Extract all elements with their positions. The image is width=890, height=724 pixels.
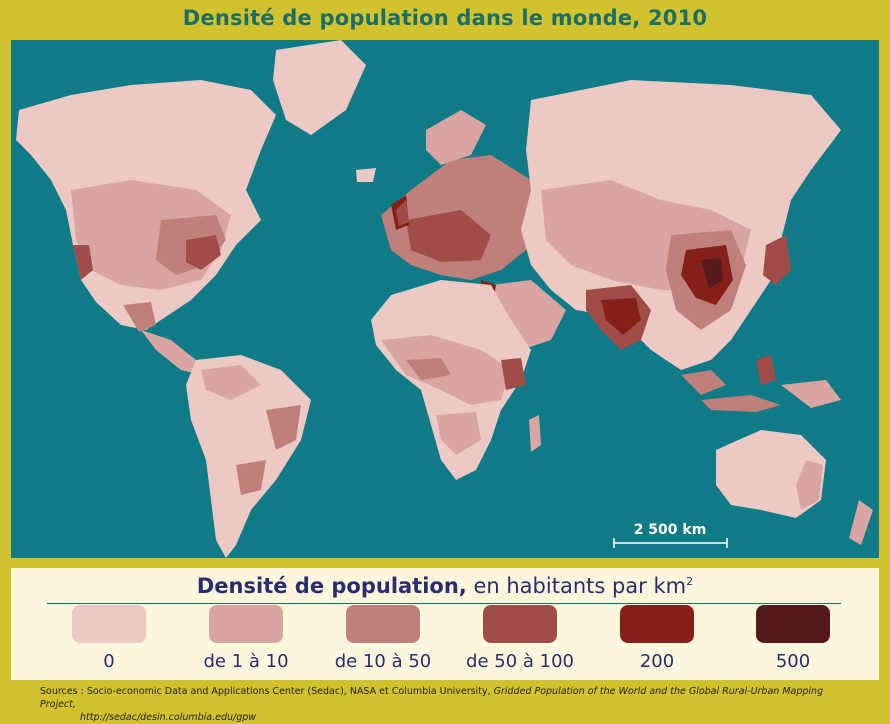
australia [716, 430, 873, 545]
legend-swatch [620, 605, 694, 643]
sources-text: Sources : Socio-economic Data and Applic… [40, 686, 491, 697]
southeast-asia [681, 355, 841, 412]
legend-title-unit: en habitants par km2 [473, 574, 693, 598]
europe [381, 110, 541, 280]
legend-classes: 0 de 1 à 10 de 10 à 50 de 50 à 100 200 5… [47, 605, 841, 677]
legend-divider [47, 603, 841, 604]
legend-swatch [346, 605, 420, 643]
legend-swatch [209, 605, 283, 643]
legend-label: 200 [639, 651, 675, 672]
legend-title-rest: en habitants par km [473, 574, 687, 598]
legend-class-0: 0 [41, 605, 177, 672]
legend-title: Densité de population, en habitants par … [11, 574, 879, 598]
sources-url: http://sedac/desin.columbia.edu/gpw [80, 712, 257, 723]
islands [356, 168, 409, 226]
sources-italic: Gridded Population of the World and the … [40, 686, 824, 710]
legend-label: de 1 à 10 [203, 651, 289, 672]
asia [481, 80, 841, 370]
scale-bar: 2 500 km [613, 522, 728, 548]
legend-class-2: de 10 à 50 [315, 605, 451, 672]
north-america [16, 40, 366, 375]
legend-title-bold: Densité de population, [196, 574, 467, 598]
legend-class-4: 200 [589, 605, 725, 672]
legend-title-sup: 2 [686, 575, 694, 588]
legend-swatch [483, 605, 557, 643]
legend: Densité de population, en habitants par … [11, 568, 879, 680]
legend-class-1: de 1 à 10 [178, 605, 314, 672]
legend-class-3: de 50 à 100 [452, 605, 588, 672]
legend-class-5: 500 [725, 605, 861, 672]
legend-label: de 50 à 100 [466, 651, 574, 672]
legend-label: 0 [103, 651, 115, 672]
south-america [186, 355, 311, 558]
world-map-svg: 2 500 km [16, 40, 873, 558]
legend-swatch [756, 605, 830, 643]
legend-label: 500 [775, 651, 811, 672]
legend-label: de 10 à 50 [334, 651, 432, 672]
legend-swatch [72, 605, 146, 643]
sources-note: Sources : Socio-economic Data and Applic… [40, 685, 860, 724]
scale-label: 2 500 km [634, 522, 707, 538]
africa [371, 280, 541, 480]
map-title: Densité de population dans le monde, 201… [182, 6, 708, 30]
world-map: 2 500 km [11, 40, 879, 558]
